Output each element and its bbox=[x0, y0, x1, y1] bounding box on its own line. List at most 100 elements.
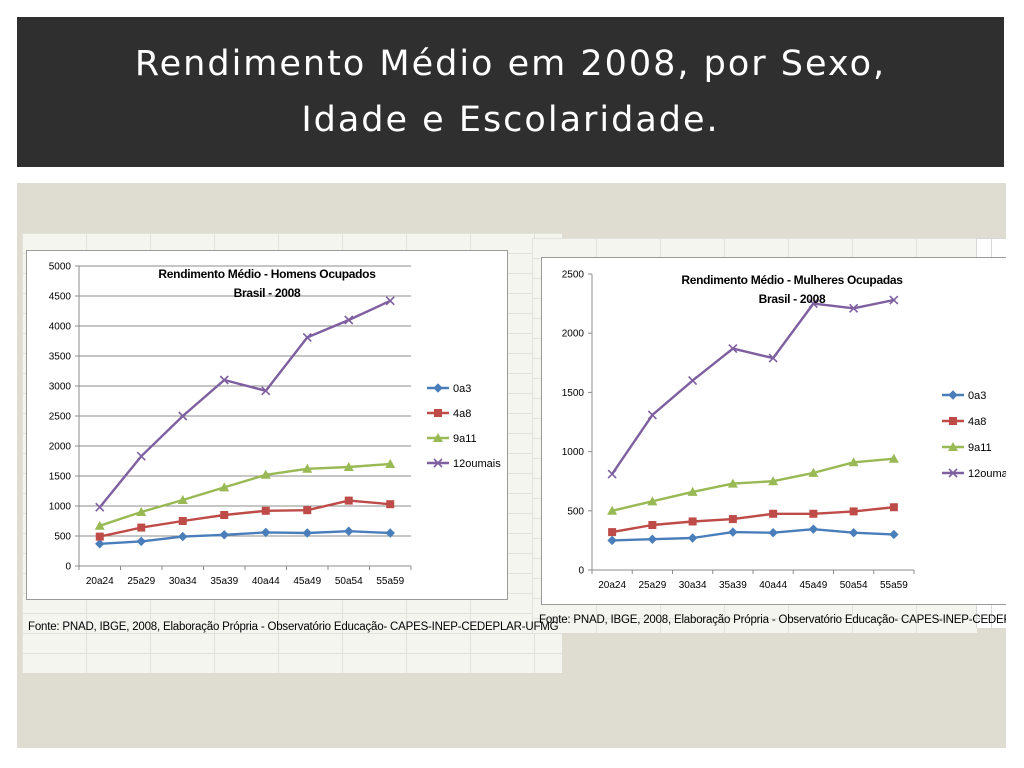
women-x-tick-label: 40a44 bbox=[759, 580, 787, 591]
men-data-point-4a8 bbox=[137, 523, 146, 532]
men-data-point-9a11 bbox=[219, 482, 230, 492]
women-x-tick-label: 45a49 bbox=[799, 580, 827, 591]
men-x-tick-label: 20a24 bbox=[86, 576, 114, 587]
men-y-tick-label: 0 bbox=[65, 562, 71, 573]
women-data-point-12oumais bbox=[688, 375, 698, 386]
men-legend-label-4a8: 4a8 bbox=[453, 408, 471, 420]
men-x-tick-label: 25a29 bbox=[127, 576, 155, 587]
women-y-tick-label: 2500 bbox=[562, 270, 585, 281]
men-data-point-0a3 bbox=[302, 528, 312, 538]
men-legend-label-0a3: 0a3 bbox=[453, 383, 471, 395]
women-x-tick-label: 25a29 bbox=[638, 580, 666, 591]
women-data-point-9a11 bbox=[848, 457, 859, 467]
women-y-tick-label: 0 bbox=[578, 566, 584, 577]
women-data-point-0a3 bbox=[728, 527, 738, 537]
men-y-tick-label: 500 bbox=[54, 532, 71, 543]
men-y-tick-label: 3500 bbox=[49, 352, 72, 363]
men-legend-marker-4a8 bbox=[434, 409, 442, 417]
women-data-point-12oumais bbox=[647, 410, 657, 420]
men-data-point-4a8 bbox=[303, 506, 312, 515]
men-data-point-12oumais bbox=[136, 451, 146, 461]
chart-men-svg: 0 500 1000 1500 2000 2500 3000 3500 4000 4500 5000… bbox=[49, 262, 501, 588]
men-data-point-4a8 bbox=[95, 532, 104, 541]
men-data-point-0a3 bbox=[219, 530, 229, 540]
men-chart-title-line-1: Rendimento Médio - Homens Ocupados bbox=[158, 267, 376, 281]
slide-title-bar: Rendimento Médio em 2008, por Sexo, Idad… bbox=[17, 17, 1004, 167]
men-series-line-0a3 bbox=[99, 530, 391, 545]
men-x-tick-label: 35a39 bbox=[210, 576, 238, 587]
men-legend-marker-12oumais bbox=[433, 458, 443, 468]
women-y-tick-label: 1500 bbox=[562, 388, 585, 399]
women-legend-label-12oumais: 12oumais bbox=[968, 468, 1006, 480]
men-x-tick-label: 55a59 bbox=[376, 576, 404, 587]
men-x-tick-label: 40a44 bbox=[252, 576, 280, 587]
women-series-line-4a8 bbox=[611, 506, 895, 534]
women-y-tick-label: 2000 bbox=[562, 329, 585, 340]
men-data-point-4a8 bbox=[220, 511, 229, 519]
women-data-point-0a3 bbox=[647, 534, 658, 544]
women-data-point-4a8 bbox=[648, 521, 657, 530]
women-legend-marker-0a3 bbox=[948, 390, 958, 400]
men-legend-marker-9a11 bbox=[433, 433, 443, 442]
men-data-point-4a8 bbox=[386, 500, 395, 509]
men-y-tick-label: 1500 bbox=[49, 472, 72, 483]
women-data-point-9a11 bbox=[888, 453, 899, 463]
men-data-point-12oumais bbox=[261, 386, 271, 396]
women-data-point-9a11 bbox=[727, 478, 738, 488]
women-data-point-4a8 bbox=[608, 528, 617, 537]
women-legend: 0a3 4a8 9a11 12oumais bbox=[942, 390, 1006, 480]
men-y-tick-label: 4500 bbox=[49, 292, 72, 303]
slide-content-area: 0 500 1000 1500 2000 2500 3000 3500 4000 4500 5000… bbox=[17, 183, 1006, 748]
women-legend-marker-9a11 bbox=[948, 442, 958, 451]
women-data-point-0a3 bbox=[687, 533, 698, 543]
men-data-point-12oumais bbox=[302, 332, 312, 342]
men-x-tick-label: 45a49 bbox=[293, 576, 321, 587]
women-data-point-0a3 bbox=[889, 529, 899, 540]
women-data-point-12oumais bbox=[728, 344, 738, 354]
women-data-point-12oumais bbox=[889, 295, 899, 305]
women-x-tick-label: 55a59 bbox=[880, 580, 908, 591]
men-data-point-4a8 bbox=[344, 496, 353, 505]
women-data-point-4a8 bbox=[849, 507, 858, 516]
women-legend-marker-12oumais bbox=[948, 468, 958, 478]
men-data-point-0a3 bbox=[344, 526, 354, 536]
men-legend-marker-0a3 bbox=[433, 383, 443, 393]
men-data-point-12oumais bbox=[219, 375, 229, 385]
men-series-line-12oumais bbox=[98, 299, 391, 508]
women-legend-marker-4a8 bbox=[949, 417, 957, 425]
chart-women-source: Fonte: PNAD, IBGE, 2008, Elaboração Próp… bbox=[539, 614, 1006, 626]
women-data-point-12oumais bbox=[607, 469, 617, 479]
women-data-point-12oumais bbox=[849, 303, 859, 313]
men-y-tick-label: 3000 bbox=[49, 382, 72, 393]
women-x-tick-label: 30a34 bbox=[679, 580, 707, 591]
women-y-tick-label: 1000 bbox=[562, 447, 585, 458]
women-series-9a11 bbox=[607, 453, 899, 515]
men-data-point-0a3 bbox=[261, 527, 271, 538]
men-legend-label-12oumais: 12oumais bbox=[453, 458, 501, 470]
men-y-tick-label: 2500 bbox=[49, 412, 72, 423]
chart-men: 0 500 1000 1500 2000 2500 3000 3500 4000 4500 5000… bbox=[26, 250, 508, 600]
women-chart-title-line-2: Brasil - 2008 bbox=[759, 292, 826, 306]
women-series-line-0a3 bbox=[612, 528, 894, 542]
women-data-point-4a8 bbox=[728, 515, 737, 524]
men-data-point-9a11 bbox=[343, 462, 354, 471]
chart-men-source: Fonte: PNAD, IBGE, 2008, Elaboração Próp… bbox=[28, 621, 559, 633]
men-y-tick-label: 5000 bbox=[49, 262, 72, 273]
chart-women: 0 500 1000 1500 2000 2500 20a24 25a29 30a34 35a39… bbox=[541, 257, 1006, 605]
women-data-point-9a11 bbox=[808, 467, 819, 477]
women-legend-label-9a11: 9a11 bbox=[968, 442, 992, 454]
men-data-point-0a3 bbox=[385, 528, 395, 538]
women-series-4a8 bbox=[608, 503, 898, 537]
women-series-line-9a11 bbox=[611, 457, 895, 512]
men-y-tick-label: 1000 bbox=[49, 502, 72, 513]
women-data-point-4a8 bbox=[688, 517, 697, 526]
men-data-point-0a3 bbox=[136, 536, 146, 547]
women-y-tick-label: 500 bbox=[567, 506, 584, 517]
men-y-tick-label: 2000 bbox=[49, 442, 72, 453]
women-legend-label-0a3: 0a3 bbox=[968, 390, 986, 402]
men-data-point-9a11 bbox=[302, 463, 313, 473]
men-x-tick-label: 30a34 bbox=[169, 576, 197, 587]
women-series-12oumais bbox=[607, 295, 899, 479]
men-data-point-9a11 bbox=[385, 459, 396, 468]
men-data-point-12oumais bbox=[385, 296, 395, 306]
